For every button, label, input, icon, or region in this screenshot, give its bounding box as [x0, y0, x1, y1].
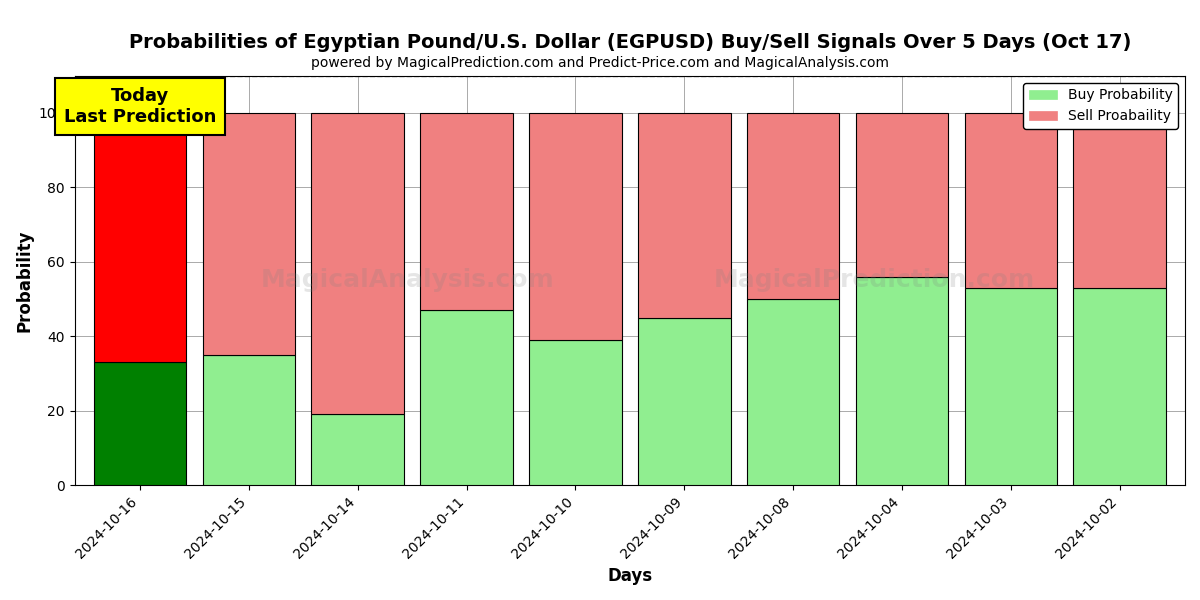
Bar [746, 113, 839, 299]
Bar [638, 317, 731, 485]
Bar [856, 277, 948, 485]
Y-axis label: Probability: Probability [16, 229, 34, 332]
Bar [203, 113, 295, 355]
Legend: Buy Probability, Sell Proabaility: Buy Probability, Sell Proabaility [1024, 83, 1178, 129]
Bar [94, 362, 186, 485]
Text: MagicalPrediction.com: MagicalPrediction.com [714, 268, 1034, 292]
X-axis label: Days: Days [607, 567, 653, 585]
Bar [856, 113, 948, 277]
Bar [94, 113, 186, 362]
Bar [1074, 113, 1166, 288]
Bar [312, 415, 404, 485]
Bar [420, 310, 512, 485]
Bar [746, 299, 839, 485]
Bar [638, 113, 731, 317]
Bar [203, 355, 295, 485]
Bar [312, 113, 404, 415]
Text: MagicalAnalysis.com: MagicalAnalysis.com [260, 268, 554, 292]
Bar [529, 340, 622, 485]
Text: Today
Last Prediction: Today Last Prediction [64, 87, 216, 126]
Title: Probabilities of Egyptian Pound/U.S. Dollar (EGPUSD) Buy/Sell Signals Over 5 Day: Probabilities of Egyptian Pound/U.S. Dol… [128, 33, 1132, 52]
Text: powered by MagicalPrediction.com and Predict-Price.com and MagicalAnalysis.com: powered by MagicalPrediction.com and Pre… [311, 56, 889, 70]
Bar [420, 113, 512, 310]
Bar [529, 113, 622, 340]
Bar [1074, 288, 1166, 485]
Bar [965, 113, 1057, 288]
Bar [965, 288, 1057, 485]
